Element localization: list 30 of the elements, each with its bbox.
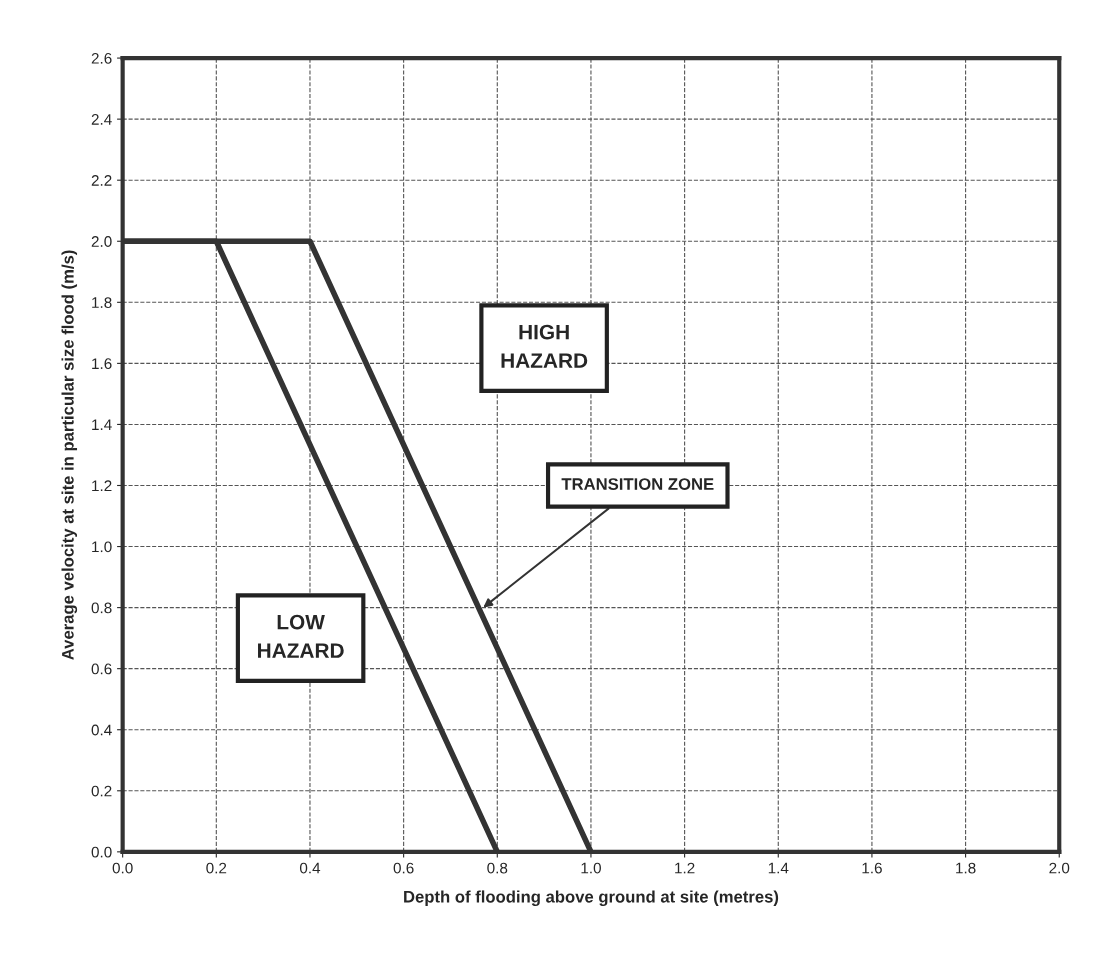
x-tick-label: 1.6: [862, 862, 882, 874]
x-tick-label: 1.2: [675, 862, 695, 874]
annotation: LOW HAZARD: [258, 614, 344, 658]
y-tick-label: 0.0: [91, 846, 112, 858]
x-tick-label: 1.8: [956, 862, 976, 874]
y-tick-label: 0.6: [91, 663, 112, 675]
y-tick-label: 1.2: [92, 480, 112, 492]
y-tick-label: 1.8: [92, 297, 112, 308]
y-tick-label: 0.2: [91, 785, 112, 797]
y-axis-title: Average velocity at site in particular size flood (m/s): [61, 250, 78, 660]
annotation: HIGH HAZARD: [501, 324, 588, 368]
x-tick-label: 1.4: [768, 862, 789, 874]
y-tick-label: 2.0: [91, 236, 112, 247]
x-tick-label: 0.8: [487, 862, 508, 874]
y-tick-label: 2.6: [91, 52, 112, 64]
y-tick-label: 1.0: [92, 541, 112, 553]
y-tick-label: 0.4: [91, 724, 112, 736]
x-tick-label: 0.6: [393, 862, 414, 874]
x-tick-label: 1.0: [581, 862, 601, 874]
annotation: TRANSITION ZONE: [561, 478, 714, 490]
x-tick-label: 0.0: [112, 862, 133, 874]
x-axis-title: Depth of flooding above ground at site (metres): [404, 890, 779, 906]
y-tick-label: 2.2: [91, 175, 112, 186]
y-tick-label: 1.6: [92, 358, 112, 370]
y-tick-label: 0.8: [91, 602, 112, 614]
y-tick-label: 2.4: [91, 114, 112, 125]
y-tick-label: 1.4: [92, 419, 112, 430]
x-tick-label: 0.4: [299, 862, 321, 874]
x-tick-label: 2.0: [1049, 862, 1070, 874]
x-tick-label: 0.2: [206, 862, 227, 874]
